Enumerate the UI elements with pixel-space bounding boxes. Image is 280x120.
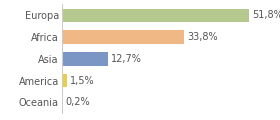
Text: 0,2%: 0,2% — [65, 97, 90, 107]
Bar — [62, 30, 184, 44]
Bar — [62, 52, 108, 66]
Bar — [62, 74, 67, 87]
Bar — [62, 9, 249, 22]
Text: 51,8%: 51,8% — [252, 10, 280, 20]
Text: 33,8%: 33,8% — [187, 32, 218, 42]
Text: 1,5%: 1,5% — [70, 75, 95, 86]
Text: 12,7%: 12,7% — [111, 54, 141, 64]
